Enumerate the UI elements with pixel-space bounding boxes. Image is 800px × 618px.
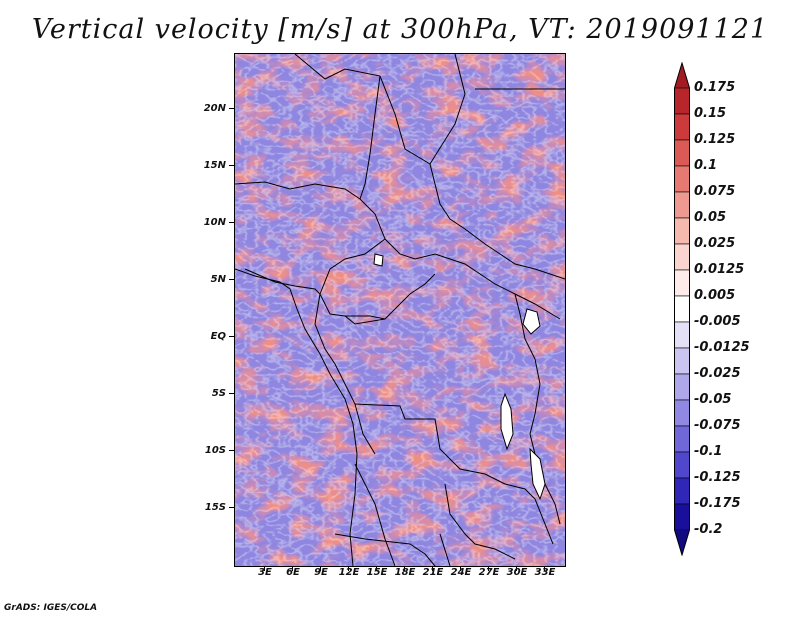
lon-tick bbox=[292, 566, 293, 571]
lon-label: 21E bbox=[422, 567, 444, 578]
lat-label: 5N bbox=[210, 274, 226, 285]
lat-label: 15S bbox=[204, 502, 226, 513]
lon-tick bbox=[320, 566, 321, 571]
colorbar-label: -0.025 bbox=[694, 366, 741, 381]
lon-label: 30E bbox=[506, 567, 528, 578]
colorbar-label: 0.125 bbox=[694, 132, 736, 147]
vertical-velocity-map bbox=[235, 54, 565, 566]
colorbar-label: -0.1 bbox=[694, 444, 723, 459]
colorbar bbox=[674, 62, 690, 556]
map-plot-area bbox=[234, 53, 566, 567]
lon-label: 24E bbox=[450, 567, 472, 578]
lat-label: 20N bbox=[203, 103, 226, 114]
colorbar-label: -0.125 bbox=[694, 470, 741, 485]
colorbar-segment bbox=[674, 451, 690, 479]
lat-tick bbox=[229, 222, 234, 223]
lon-tick bbox=[488, 566, 489, 571]
lat-label: 10S bbox=[204, 445, 226, 456]
colorbar-segment bbox=[674, 295, 690, 323]
colorbar-label: 0.0125 bbox=[694, 262, 745, 277]
lakes bbox=[373, 253, 546, 501]
colorbar-label: -0.075 bbox=[694, 418, 741, 433]
colorbar-segment bbox=[674, 399, 690, 427]
colorbar-segment bbox=[674, 347, 690, 375]
lon-label: 27E bbox=[478, 567, 500, 578]
colorbar-label: 0.1 bbox=[694, 158, 718, 173]
lat-label: 10N bbox=[203, 217, 226, 228]
colorbar-segment bbox=[674, 165, 690, 193]
colorbar-segment bbox=[674, 87, 690, 115]
colorbar-segment bbox=[674, 269, 690, 297]
lon-tick bbox=[376, 566, 377, 571]
colorbar-segment bbox=[674, 139, 690, 167]
lon-label: 3E bbox=[258, 567, 272, 578]
lon-label: 6E bbox=[286, 567, 300, 578]
lat-tick bbox=[229, 507, 234, 508]
lat-tick bbox=[229, 336, 234, 337]
lon-label: 33E bbox=[534, 567, 556, 578]
colorbar-segment bbox=[674, 373, 690, 401]
colorbar-segment bbox=[674, 113, 690, 141]
lat-tick bbox=[229, 279, 234, 280]
colorbar-segment bbox=[674, 503, 690, 531]
colorbar-segment bbox=[674, 425, 690, 453]
lat-label: 5S bbox=[211, 388, 226, 399]
colorbar-label: 0.05 bbox=[694, 210, 727, 225]
colorbar-cap-bottom bbox=[674, 530, 690, 555]
colorbar-segment bbox=[674, 321, 690, 349]
lat-tick bbox=[229, 450, 234, 451]
colorbar-segment bbox=[674, 191, 690, 219]
lon-tick bbox=[404, 566, 405, 571]
colorbar-label: 0.005 bbox=[694, 288, 736, 303]
colorbar-label: 0.075 bbox=[694, 184, 736, 199]
grads-credit: GrADS: IGES/COLA bbox=[4, 603, 98, 613]
lon-label: 12E bbox=[338, 567, 360, 578]
lon-tick bbox=[348, 566, 349, 571]
colorbar-label: 0.025 bbox=[694, 236, 736, 251]
colorbar-label: 0.15 bbox=[694, 106, 727, 121]
colorbar-label: -0.2 bbox=[694, 522, 723, 537]
colorbar-label: -0.0125 bbox=[694, 340, 750, 355]
lat-label: EQ bbox=[210, 331, 226, 342]
lon-tick bbox=[432, 566, 433, 571]
colorbar-label: -0.005 bbox=[694, 314, 741, 329]
lat-tick bbox=[229, 393, 234, 394]
colorbar-segment bbox=[674, 217, 690, 245]
lon-tick bbox=[264, 566, 265, 571]
lon-label: 15E bbox=[366, 567, 388, 578]
lat-label: 15N bbox=[203, 160, 226, 171]
colorbar-cap-top bbox=[674, 63, 690, 88]
colorbar-label: 0.175 bbox=[694, 80, 736, 95]
colorbar-label: -0.175 bbox=[694, 496, 741, 511]
lon-tick bbox=[544, 566, 545, 571]
chart-title: Vertical velocity [m/s] at 300hPa, VT: 2… bbox=[31, 14, 769, 45]
lat-tick bbox=[229, 108, 234, 109]
colorbar-segment bbox=[674, 243, 690, 271]
lon-tick bbox=[516, 566, 517, 571]
colorbar-segment bbox=[674, 477, 690, 505]
lon-tick bbox=[460, 566, 461, 571]
lon-label: 18E bbox=[394, 567, 416, 578]
lat-tick bbox=[229, 165, 234, 166]
colorbar-label: -0.05 bbox=[694, 392, 732, 407]
coastline bbox=[235, 268, 358, 566]
lon-label: 9E bbox=[314, 567, 328, 578]
